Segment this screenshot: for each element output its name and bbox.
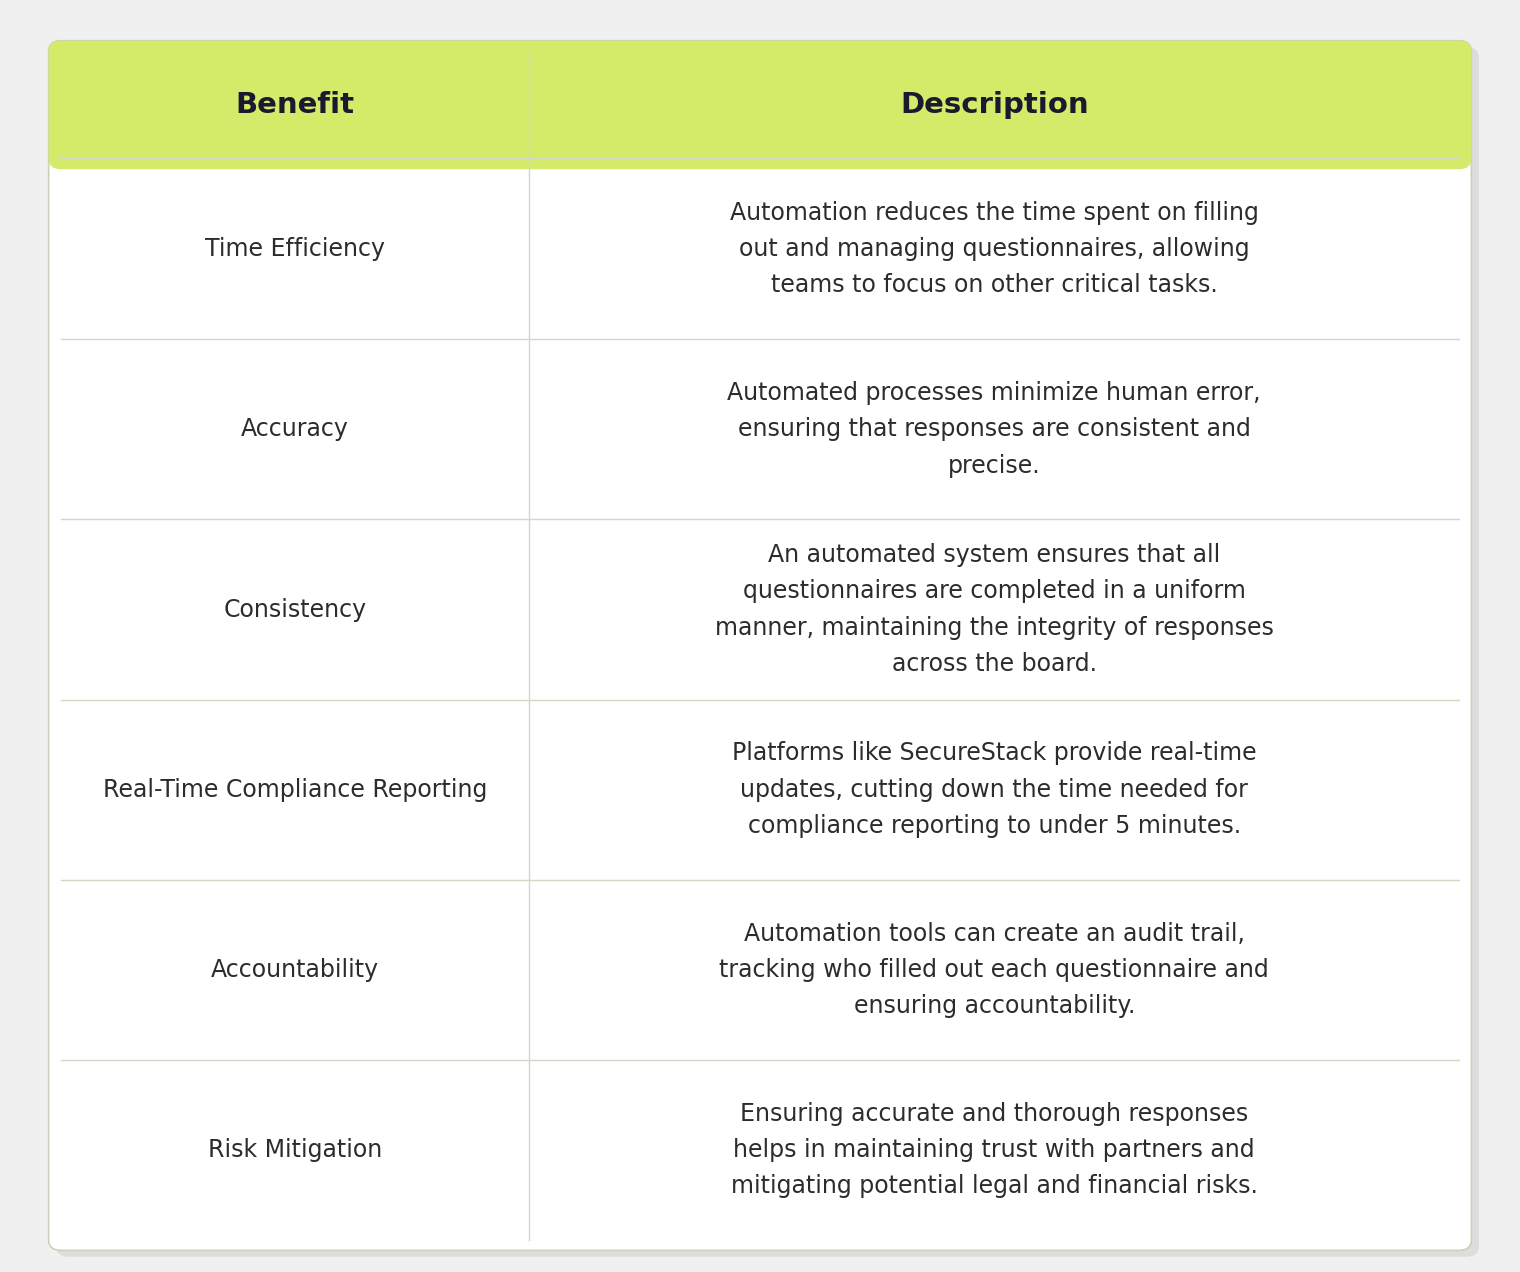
Text: Consistency: Consistency <box>223 598 366 622</box>
Text: Risk Mitigation: Risk Mitigation <box>208 1138 382 1163</box>
Text: An automated system ensures that all
questionnaires are completed in a uniform
m: An automated system ensures that all que… <box>714 543 1274 675</box>
Text: Description: Description <box>900 90 1088 120</box>
FancyBboxPatch shape <box>49 41 1471 169</box>
Text: Automation reduces the time spent on filling
out and managing questionnaires, al: Automation reduces the time spent on fil… <box>730 201 1259 298</box>
Text: Benefit: Benefit <box>236 90 354 120</box>
Text: Accuracy: Accuracy <box>242 417 350 441</box>
FancyBboxPatch shape <box>56 47 1479 1257</box>
Text: Platforms like SecureStack provide real-time
updates, cutting down the time need: Platforms like SecureStack provide real-… <box>733 742 1257 838</box>
Text: Time Efficiency: Time Efficiency <box>205 237 385 261</box>
Bar <box>61 106 1459 159</box>
Text: Real-Time Compliance Reporting: Real-Time Compliance Reporting <box>103 777 488 801</box>
Text: Accountability: Accountability <box>211 958 378 982</box>
Text: Ensuring accurate and thorough responses
helps in maintaining trust with partner: Ensuring accurate and thorough responses… <box>731 1102 1257 1198</box>
Text: Automated processes minimize human error,
ensuring that responses are consistent: Automated processes minimize human error… <box>728 380 1262 478</box>
FancyBboxPatch shape <box>49 41 1471 1250</box>
Text: Automation tools can create an audit trail,
tracking who filled out each questio: Automation tools can create an audit tra… <box>719 921 1269 1019</box>
